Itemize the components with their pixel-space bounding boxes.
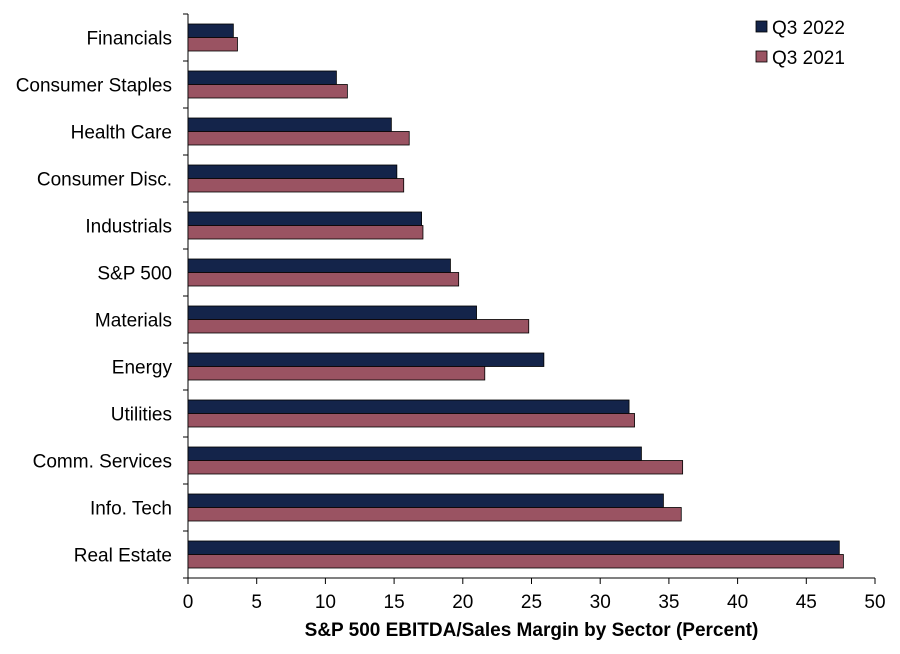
x-tick-label: 40 <box>727 592 748 613</box>
bar-q3-2022-9 <box>187 446 642 461</box>
plot-area: Financials Consumer Staples Health Care Con… <box>16 13 886 613</box>
x-tick-label: 10 <box>315 592 336 613</box>
bar-q3-2022-10 <box>187 493 664 508</box>
x-tick-label: 35 <box>658 592 679 613</box>
bars-group <box>187 23 844 569</box>
bar-q3-2022-6 <box>187 305 477 320</box>
bar-q3-2022-2 <box>187 117 392 132</box>
x-tick-label: 0 <box>183 592 194 613</box>
legend-label: Q3 2022 <box>772 18 845 39</box>
bar-q3-2021-9 <box>187 460 684 475</box>
x-tick-label: 25 <box>521 592 542 613</box>
legend-swatch <box>755 50 768 63</box>
bar-q3-2022-5 <box>187 258 451 273</box>
x-tick-label: 15 <box>384 592 405 613</box>
bar-q3-2021-8 <box>187 413 635 428</box>
bar-q3-2021-11 <box>187 554 844 569</box>
x-tick-label: 20 <box>452 592 473 613</box>
y-tick-label: Utilities <box>111 405 172 426</box>
bar-q3-2022-0 <box>187 23 234 38</box>
y-tick-label: Financials <box>86 29 172 50</box>
y-tick-label: Health Care <box>71 123 172 144</box>
y-tick-label: Consumer Staples <box>16 76 172 97</box>
bar-q3-2022-8 <box>187 399 630 414</box>
bar-q3-2021-0 <box>187 37 238 52</box>
x-tick-label: 5 <box>251 592 262 613</box>
bar-q3-2022-1 <box>187 70 337 85</box>
y-tick-label: Info. Tech <box>90 499 172 520</box>
x-tick-label: 45 <box>796 592 817 613</box>
y-tick-label: Energy <box>112 358 173 379</box>
bar-q3-2021-4 <box>187 225 424 240</box>
bar-q3-2021-7 <box>187 366 486 381</box>
bar-q3-2021-5 <box>187 272 460 287</box>
bar-q3-2022-3 <box>187 164 398 179</box>
y-tick-label: S&P 500 <box>97 264 172 285</box>
x-tick-label: 50 <box>864 592 885 613</box>
legend-label: Q3 2021 <box>772 48 845 69</box>
bar-q3-2021-6 <box>187 319 530 334</box>
bar-q3-2021-3 <box>187 178 405 193</box>
bar-q3-2021-10 <box>187 507 682 522</box>
y-tick-label: Industrials <box>85 217 172 238</box>
bar-q3-2021-2 <box>187 131 410 146</box>
y-tick-label: Materials <box>95 311 172 332</box>
y-tick-label: Real Estate <box>74 546 172 567</box>
bar-q3-2021-1 <box>187 84 348 99</box>
y-ticks-group: Financials Consumer Staples Health Care Con… <box>16 13 188 579</box>
x-axis-title: S&P 500 EBITDA/Sales Margin by Sector (P… <box>305 620 759 641</box>
y-tick-label: Comm. Services <box>33 452 172 473</box>
bar-q3-2022-4 <box>187 211 422 226</box>
x-ticks-group: 0 5 10 15 20 25 30 35 40 45 50 <box>183 578 886 613</box>
legend-swatch <box>755 20 768 33</box>
legend: Q3 2022 Q3 2021 <box>755 18 845 69</box>
bar-q3-2022-11 <box>187 540 840 555</box>
bar-q3-2022-7 <box>187 352 545 367</box>
y-tick-label: Consumer Disc. <box>37 170 172 191</box>
x-tick-label: 30 <box>590 592 611 613</box>
